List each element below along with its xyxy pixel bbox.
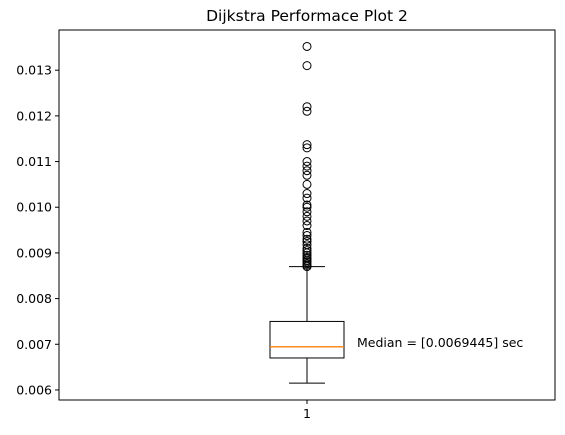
outlier-point (302, 41, 312, 51)
chart-title: Dijkstra Performace Plot 2 (206, 7, 408, 25)
outlier-point (302, 243, 312, 253)
outlier-point (302, 193, 312, 203)
y-tick-label: 0.009 (16, 245, 52, 260)
x-axis: 1 (303, 400, 311, 421)
outlier-point (302, 143, 312, 153)
outlier-point (302, 61, 312, 71)
outlier-point (302, 216, 312, 226)
outlier-point (302, 231, 312, 241)
outlier-point (302, 106, 312, 116)
y-tick-label: 0.008 (16, 291, 52, 306)
y-tick-label: 0.012 (16, 108, 52, 123)
outlier-point (302, 211, 312, 221)
outlier-point (302, 140, 312, 150)
box-group (269, 266, 345, 384)
x-tick-label: 1 (303, 406, 311, 421)
outlier-point (302, 102, 312, 112)
y-tick-label: 0.013 (16, 63, 52, 78)
outlier-point (302, 202, 312, 212)
y-tick-label: 0.011 (16, 154, 52, 169)
outlier-point (302, 221, 312, 231)
outlier-point (302, 200, 312, 210)
y-tick-label: 0.007 (16, 337, 52, 352)
outlier-point (302, 234, 312, 244)
outlier-point (302, 250, 312, 260)
outlier-point (302, 236, 312, 246)
outlier-point (302, 246, 312, 256)
outlier-point (302, 227, 312, 237)
iqr-box (269, 320, 345, 359)
outlier-point (302, 166, 312, 176)
outlier-point (302, 207, 312, 217)
outlier-point (302, 179, 312, 189)
outlier-point (302, 170, 312, 180)
y-tick-label: 0.010 (16, 200, 52, 215)
outlier-point (302, 161, 312, 171)
outlier-point (302, 252, 312, 262)
outlier-point (302, 240, 312, 250)
y-axis: 0.006 0.007 0.008 0.009 0.010 0.011 0.012 0.013 (16, 63, 59, 397)
y-tick-label: 0.006 (16, 382, 52, 397)
outlier-point (302, 189, 312, 199)
median-annotation: Median = [0.0069445] sec (357, 335, 523, 350)
outlier-point (302, 157, 312, 167)
outlier-group (302, 41, 312, 272)
